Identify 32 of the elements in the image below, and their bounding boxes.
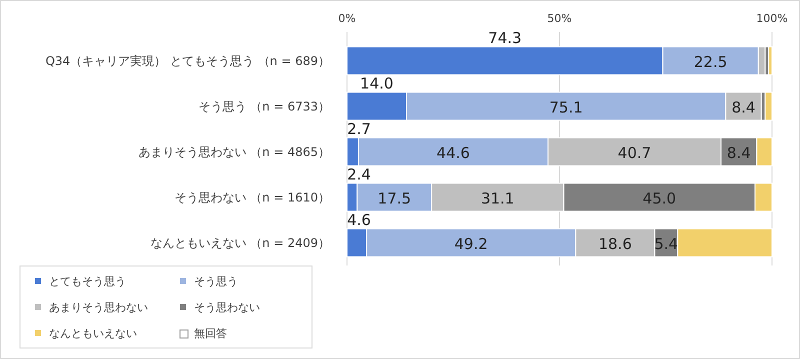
data-label: 17.5: [378, 189, 412, 208]
x-tick-label: 50%: [547, 12, 572, 25]
data-label: 18.6: [598, 234, 632, 253]
data-label: 49.2: [454, 234, 488, 253]
data-label: 40.7: [618, 144, 652, 162]
legend-label: とてもそう思う: [49, 275, 126, 288]
legend-label: そう思う: [194, 275, 238, 288]
data-label: 22.5: [694, 52, 728, 71]
y-tick-label: そう思う （n = 6733）: [198, 99, 330, 114]
data-label: 4.6: [347, 210, 371, 229]
data-label: 75.1: [549, 98, 583, 116]
legend-label: 無回答: [194, 327, 227, 340]
legend-label: あまりそう思わない: [49, 301, 148, 314]
data-label: 2.7: [347, 120, 371, 138]
data-label: 8.4: [732, 98, 756, 116]
data-label: 2.4: [347, 165, 371, 184]
data-label: 45.0: [642, 189, 676, 208]
x-tick-label: 0%: [338, 12, 356, 25]
legend-label: なんともいえない: [49, 327, 137, 340]
bar: [764, 92, 772, 121]
data-label: 14.0: [360, 74, 394, 92]
y-tick-label: Q34（キャリア実現） とてもそう思う （n = 689）: [45, 54, 330, 68]
y-tick-label: そう思わない （n = 1610）: [174, 190, 330, 204]
x-tick-label: 100%: [756, 12, 788, 25]
data-label: 8.4: [726, 144, 751, 162]
data-label: 74.3: [488, 28, 522, 47]
legend-label: そう思わない: [194, 301, 260, 314]
data-label: 31.1: [480, 189, 514, 208]
y-tick-label: なんともいえない （n = 2409）: [150, 236, 330, 250]
data-label: 44.6: [436, 144, 470, 162]
bar: [768, 46, 772, 76]
y-tick-label: あまりそう思わない （n = 4865）: [138, 144, 330, 159]
